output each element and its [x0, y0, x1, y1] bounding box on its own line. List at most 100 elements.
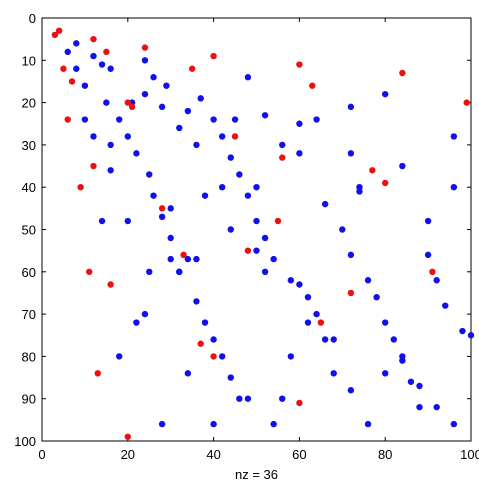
nonzero-point [184, 255, 192, 263]
nonzero-point [116, 116, 123, 123]
nonzero-point [60, 65, 67, 72]
nonzero-point [167, 205, 174, 212]
nonzero-point [51, 31, 59, 39]
y-tick-label: 40 [22, 180, 36, 195]
nonzero-point [163, 82, 170, 89]
nonzero-point [459, 327, 466, 335]
nonzero-point [390, 336, 397, 343]
nonzero-point [193, 255, 200, 263]
nonzero-point [85, 268, 93, 275]
nonzero-point [68, 78, 76, 85]
nonzero-point [90, 52, 97, 60]
nonzero-point [253, 184, 260, 191]
nonzero-point [244, 247, 252, 254]
nonzero-point [218, 184, 226, 191]
nonzero-point [201, 319, 209, 326]
nonzero-point [424, 217, 432, 225]
nonzero-point [150, 74, 157, 81]
x-axis: 0 20 40 60 80 100 [38, 18, 479, 462]
nonzero-point [73, 65, 80, 72]
nonzero-point [210, 116, 217, 123]
nonzero-point [184, 107, 192, 115]
x-tick-label: 60 [292, 447, 306, 462]
nonzero-point [382, 370, 389, 377]
nonzero-point [81, 116, 89, 123]
x-tick-label: 80 [378, 447, 392, 462]
nonzero-point [382, 319, 389, 326]
nonzero-point [184, 370, 192, 377]
nonzero-point [313, 116, 320, 123]
nonzero-point [227, 374, 234, 381]
nonzero-point [382, 179, 389, 187]
nonzero-point [244, 192, 252, 199]
nonzero-point [188, 65, 196, 72]
nonzero-point [210, 420, 217, 428]
nonzero-point [463, 99, 470, 106]
nonzero-point [94, 370, 101, 377]
y-tick-label: 20 [22, 96, 36, 111]
nonzero-point [193, 141, 200, 149]
nonzero-point [146, 268, 153, 275]
nonzero-point [442, 302, 449, 309]
nonzero-point [141, 44, 149, 51]
nonzero-point [158, 205, 166, 212]
nonzero-point [253, 247, 260, 254]
nonzero-point [73, 40, 80, 47]
nonzero-point [107, 167, 114, 174]
nonzero-point [296, 399, 303, 407]
nonzero-point [347, 289, 355, 297]
axes-box [41, 17, 472, 442]
nonzero-point [433, 277, 440, 284]
nonzero-point [347, 150, 355, 157]
nonzero-point [77, 184, 84, 191]
nonzero-point [167, 234, 174, 242]
nonzero-point [116, 353, 123, 360]
nonzero-point [55, 27, 63, 34]
y-tick-label: 100 [14, 434, 36, 449]
nonzero-point [124, 133, 131, 140]
nonzero-point [261, 268, 269, 275]
nonzero-point [210, 336, 217, 343]
nonzero-point [399, 353, 406, 360]
nonzero-point [416, 403, 423, 411]
nonzero-point [450, 420, 458, 428]
nonzero-point [270, 420, 277, 428]
nonzero-point [244, 74, 252, 81]
nonzero-point [227, 226, 234, 233]
nonzero-point [347, 251, 355, 259]
nonzero-point [399, 162, 406, 170]
nonzero-point [124, 433, 131, 440]
nonzero-point [128, 103, 136, 111]
nonzero-point [218, 353, 226, 360]
nonzero-point [201, 192, 209, 199]
red-markers [51, 27, 470, 440]
nonzero-point [180, 251, 187, 259]
nonzero-point [296, 281, 303, 288]
nonzero-point [296, 150, 303, 157]
nonzero-point [261, 112, 269, 119]
nonzero-point [416, 382, 423, 390]
nonzero-point [193, 298, 200, 305]
y-tick-label: 90 [22, 392, 36, 407]
nonzero-point [210, 52, 217, 60]
nonzero-point [90, 133, 97, 140]
nonzero-point [274, 217, 282, 225]
y-tick-label: 70 [22, 307, 36, 322]
nonzero-point [141, 90, 149, 98]
nonzero-point [210, 353, 217, 360]
nonzero-point [369, 167, 376, 174]
nonzero-point [176, 124, 183, 132]
nonzero-point [64, 48, 71, 56]
nonzero-point [296, 61, 303, 68]
nonzero-point [141, 310, 149, 318]
nonzero-point [231, 133, 239, 140]
nonzero-point [304, 293, 312, 301]
x-tick-label: 40 [206, 447, 220, 462]
y-tick-label: 50 [22, 223, 36, 238]
y-tick-label: 0 [29, 11, 36, 26]
nonzero-point [158, 213, 166, 221]
nonzero-point [124, 217, 131, 225]
y-axis: 0 10 20 30 40 50 60 70 80 90 100 [14, 11, 471, 449]
nonzero-point [253, 217, 260, 225]
